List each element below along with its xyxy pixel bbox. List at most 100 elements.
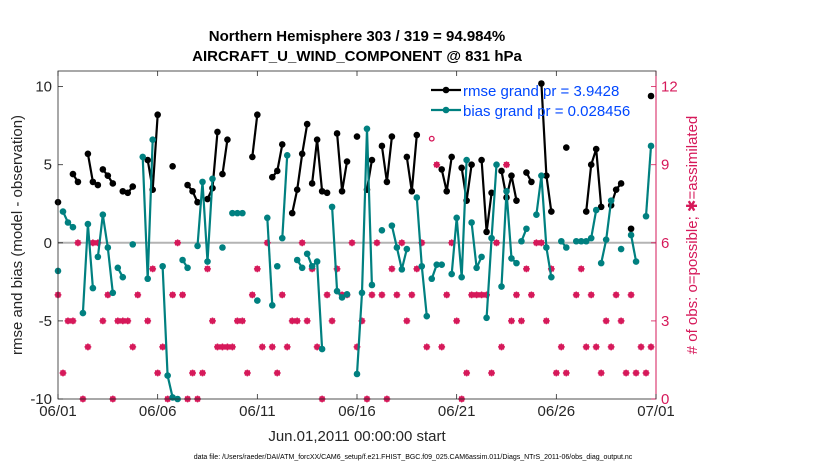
obs-assimilated-marker (473, 291, 480, 299)
rmse-point (109, 180, 117, 187)
rmse-point (184, 181, 191, 189)
rmse-point (104, 172, 112, 179)
obs-assimilated-marker (488, 369, 495, 377)
obs-assimilated-marker (547, 265, 555, 273)
obs-assimilated-marker (433, 161, 441, 169)
bias-point (204, 258, 211, 265)
bias-point (273, 262, 281, 270)
obs-assimilated-marker (253, 265, 261, 273)
bias-point (632, 258, 640, 265)
obs-assimilated-marker (119, 317, 127, 325)
bias-point (508, 255, 515, 262)
bias-point (234, 209, 241, 217)
obs-assimilated-marker (134, 291, 142, 299)
bias-point (473, 264, 480, 272)
obs-assimilated-marker (508, 317, 515, 325)
x-axis-label: Jun.01,2011 00:00:00 start (268, 428, 446, 445)
bias-point (617, 245, 625, 253)
obs-assimilated-marker (328, 317, 336, 325)
rmse-point (194, 198, 201, 206)
obs-assimilated-marker (562, 369, 570, 377)
bias-point (184, 264, 191, 272)
obs-assimilated-marker (323, 291, 331, 299)
rmse-point (204, 195, 211, 203)
bias-point (149, 136, 156, 144)
bias-point (283, 152, 291, 159)
series-bias (54, 125, 655, 403)
bias-point (298, 264, 306, 272)
rmse-point (254, 111, 261, 119)
right-tick-label: 3 (661, 313, 669, 330)
bias-point (438, 261, 446, 268)
rmse-point (548, 208, 555, 215)
rmse-point (403, 153, 411, 161)
bias-point (647, 142, 655, 150)
y-axis-label-left: rmse and bias (model - observation) (9, 115, 26, 355)
bias-point (293, 256, 301, 264)
bias-line-segment (390, 225, 408, 271)
bias-point (428, 275, 436, 283)
bias-point (523, 225, 530, 233)
obs-assimilated-marker (174, 239, 181, 247)
bias-point (303, 250, 311, 258)
bias-point (69, 223, 77, 231)
series-layer (54, 80, 655, 403)
rmse-point (612, 186, 620, 194)
bias-point (558, 237, 565, 245)
bias-point (114, 264, 122, 272)
right-axis: 0 3 6 9 12 (651, 71, 678, 408)
bias-line-segment (281, 155, 289, 239)
chart-title-line1: Northern Hemisphere 303 / 319 = 94.984% (209, 28, 505, 45)
left-axis: 10 5 0 -5 -10 (30, 79, 63, 408)
obs-assimilated-marker (159, 343, 167, 351)
rmse-point (388, 133, 396, 140)
bias-point (587, 234, 595, 242)
bias-point (577, 237, 585, 245)
rmse-point (129, 183, 137, 190)
obs-assimilated-marker (333, 265, 341, 273)
obs-assimilated-marker (622, 369, 630, 377)
x-tick-label: 06/01 (39, 403, 77, 420)
obs-assimilated-marker (587, 291, 595, 299)
obs-assimilated-marker (418, 239, 426, 247)
obs-possible-marker (428, 135, 435, 142)
obs-assimilated-marker (503, 161, 510, 169)
bias-point (164, 372, 171, 379)
left-tick-label: -5 (39, 313, 52, 330)
right-tick-label: 6 (661, 235, 669, 252)
obs-assimilated-marker (214, 343, 221, 351)
bias-point (468, 219, 475, 226)
obs-assimilated-marker (298, 239, 306, 247)
bias-point (393, 244, 401, 251)
bias-point (194, 242, 201, 250)
obs-assimilated-marker (373, 239, 381, 247)
bias-point (607, 197, 615, 204)
obs-assimilated-marker (582, 343, 590, 351)
left-tick-label: -10 (30, 391, 52, 408)
obs-assimilated-marker (234, 317, 241, 325)
obs-assimilated-marker (403, 317, 411, 325)
obs-assimilated-marker (238, 317, 246, 325)
bias-point (129, 241, 137, 248)
bias-point (538, 172, 545, 179)
rmse-point (124, 189, 132, 197)
obs-assimilated-marker (268, 343, 276, 351)
rmse-point (278, 141, 286, 148)
bias-point (254, 297, 261, 304)
bias-line-segment (630, 234, 638, 262)
right-tick-label: 9 (661, 157, 669, 174)
bias-point (119, 273, 127, 281)
bias-point (94, 253, 102, 261)
rmse-point (592, 145, 600, 153)
obs-assimilated-marker (468, 291, 476, 299)
rmse-point (383, 178, 391, 186)
rmse-point (478, 156, 485, 164)
rmse-point (293, 186, 301, 194)
rmse-point (288, 209, 296, 217)
rmse-point (438, 166, 446, 173)
bias-point (318, 345, 326, 353)
rmse-point (538, 80, 545, 87)
bias-line-segment (590, 209, 598, 239)
rmse-point (587, 161, 595, 169)
obs-assimilated-marker (617, 317, 625, 325)
